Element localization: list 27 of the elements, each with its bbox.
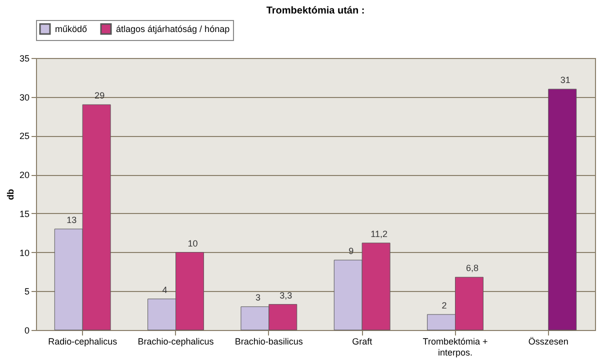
bar: [548, 88, 577, 330]
y-tick-label: 20: [19, 170, 30, 180]
legend-label: működő: [55, 24, 88, 34]
y-tick-label: 25: [19, 131, 30, 142]
y-axis-title: db: [5, 188, 16, 200]
data-label: 6,8: [466, 263, 478, 274]
data-label: 31: [560, 75, 570, 86]
data-label: 10: [188, 238, 198, 248]
y-tick-label: 30: [19, 92, 30, 102]
y-tick-label: 10: [19, 248, 30, 258]
data-label: 13: [66, 214, 77, 225]
x-tick-label: Brachio-cephalicus: [138, 336, 214, 346]
data-label: 11,2: [370, 228, 388, 239]
chart-title: Trombektómia után :: [266, 6, 365, 16]
data-label: 3,3: [280, 290, 292, 300]
x-tick-label: Graft: [352, 336, 373, 346]
y-tick-label: 35: [19, 54, 30, 64]
y-tick-label: 0: [24, 326, 30, 336]
x-tick-label: Brachio-basilicus: [234, 336, 304, 346]
legend-label: átlagos átjárhatóság / hónap: [116, 24, 230, 34]
x-tick-label: Trombektómia + interpos.: [422, 336, 488, 358]
y-tick-label: 5: [24, 286, 30, 297]
x-tick-label: Radio-cephalicus: [48, 336, 118, 346]
y-tick-label: 15: [19, 208, 30, 219]
x-tick-label: Összesen: [528, 336, 568, 346]
data-label: 3: [255, 292, 260, 303]
data-label: 2: [442, 300, 447, 310]
